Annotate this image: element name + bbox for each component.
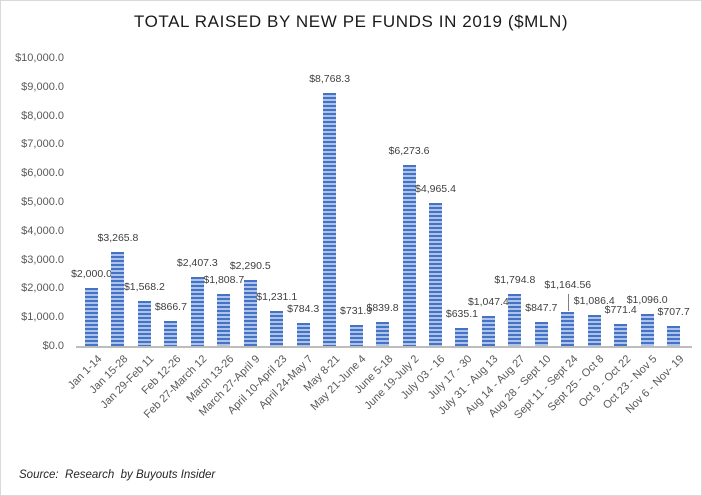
bar: [455, 328, 469, 346]
bar-value-label: $784.3: [287, 303, 320, 315]
bar-value-label: $1,808.7: [203, 274, 245, 286]
y-tick-label: $6,000.0: [21, 167, 64, 180]
bar-value-label: $2,000.0: [71, 268, 112, 280]
y-tick-label: $2,000.0: [21, 282, 64, 295]
chart-title: TOTAL RAISED BY NEW PE FUNDS IN 2019 ($M…: [133, 12, 569, 31]
bar-value-label: $839.8: [366, 302, 399, 314]
bar: [667, 326, 681, 346]
bar-value-label: $2,290.5: [229, 260, 271, 272]
bar-value-label: $635.1: [445, 308, 478, 320]
bar: [164, 321, 178, 346]
y-tick-label: $4,000.0: [21, 224, 64, 237]
y-tick-label: $9,000.0: [21, 80, 64, 93]
bar: [217, 294, 231, 346]
bar: [349, 325, 363, 346]
y-tick-label: $10,000.0: [15, 52, 64, 64]
y-tick-label: $5,000.0: [21, 196, 64, 208]
bar-value-label: $6,273.6: [388, 145, 430, 157]
y-tick-label: $7,000.0: [21, 138, 64, 151]
bar: [534, 322, 548, 346]
bar-value-label: $866.7: [154, 301, 187, 313]
bar: [640, 314, 654, 346]
bar-value-label: $771.4: [604, 304, 637, 316]
bar-value-label: $1,568.2: [123, 281, 165, 293]
bar-value-label: $1,794.8: [494, 274, 536, 286]
bar: [137, 301, 151, 346]
bar-value-label: $2,407.3: [176, 257, 218, 269]
x-axis-line: [76, 346, 692, 348]
y-tick-label: $3,000.0: [21, 253, 64, 266]
bar: [270, 311, 284, 346]
bar-value-label: $4,965.4: [415, 183, 456, 195]
bar: [190, 277, 204, 346]
bar-value-label: $847.7: [525, 302, 558, 314]
bar-value-label: $731.9: [340, 305, 373, 317]
bar-value-label: $1,164.56: [544, 279, 592, 291]
bar-value-label: $707.7: [657, 306, 690, 318]
bar: [508, 294, 522, 346]
bar: [587, 315, 601, 346]
bar-value-label: $1,231.1: [256, 291, 298, 303]
bar: [111, 252, 125, 346]
bar: [402, 165, 416, 346]
bar: [296, 323, 310, 346]
label-leader-line: [567, 294, 569, 311]
bar: [428, 203, 442, 346]
y-tick-label: $0.0: [42, 340, 64, 352]
bar: [481, 316, 495, 346]
bar: [614, 324, 628, 346]
source-note: Source: Research by Buyouts Insider: [19, 469, 216, 481]
bar: [323, 93, 337, 346]
y-tick-label: $8,000.0: [21, 109, 64, 122]
bar-value-label: $3,265.8: [97, 232, 139, 244]
y-tick-label: $1,000.0: [21, 311, 64, 324]
bar-value-label: $1,047.4: [467, 296, 509, 308]
bar: [85, 288, 98, 346]
bar-value-label: $1,096.0: [626, 294, 668, 306]
bar-value-label: $8,768.3: [309, 73, 351, 85]
bar: [243, 280, 257, 346]
bar: [561, 312, 575, 346]
bar-value-label: $1,086.4: [573, 295, 615, 307]
bar: [376, 322, 390, 346]
